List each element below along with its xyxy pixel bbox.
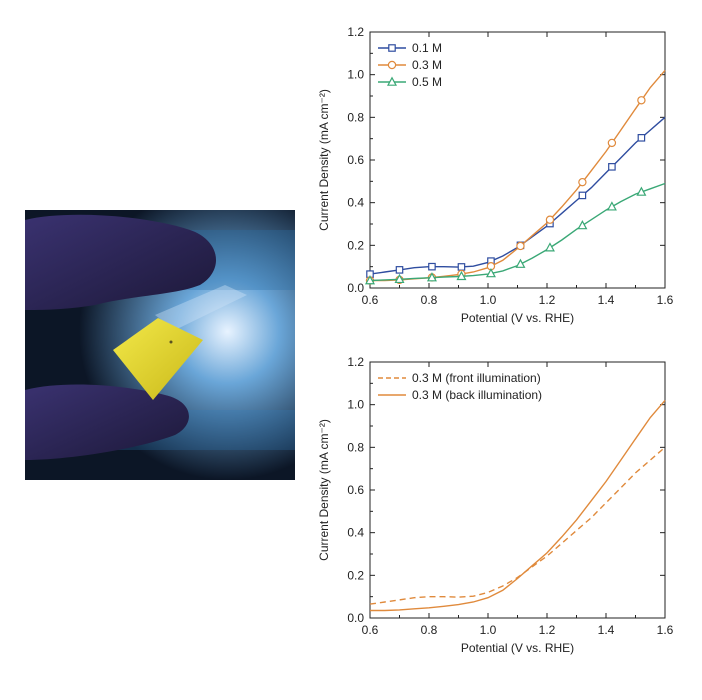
chart0-series-marker-0 bbox=[637, 134, 646, 142]
chart0-y-tick-label: 0.2 bbox=[347, 238, 364, 252]
chart1-series-0 bbox=[369, 446, 666, 605]
chart0-legend-label: 0.3 M bbox=[412, 58, 442, 72]
chart1-series-line-0 bbox=[369, 446, 666, 605]
chart-illumination: 0.6 0.8 1.0 1.2 1.4 1.6 0.0 0.2 0.4 0.6 0.8 1.0 1.2 P… bbox=[300, 340, 700, 680]
chart0-series-marker-1 bbox=[578, 177, 587, 187]
chart0-y-tick-label: 0.6 bbox=[347, 153, 364, 167]
chart0-series-marker-2 bbox=[636, 186, 647, 196]
chart1-y-tick-label: 0.0 bbox=[347, 611, 364, 625]
chart1-y-tick-label: 0.8 bbox=[347, 440, 364, 454]
film-speck bbox=[169, 340, 173, 344]
yellow-film-sample-icon bbox=[113, 318, 203, 400]
chart0-x-tick-label: 0.6 bbox=[362, 293, 379, 307]
chart1-x-axis-label: Potential (V vs. RHE) bbox=[461, 641, 574, 655]
chart0-series-marker-2 bbox=[544, 242, 555, 252]
glass-edge bbox=[155, 285, 247, 330]
chart0-y-tick-label: 1.2 bbox=[347, 25, 364, 39]
chart0-x-tick-label: 0.8 bbox=[421, 293, 438, 307]
chart0-series-2 bbox=[364, 182, 666, 285]
chart0-series-marker-2 bbox=[577, 220, 588, 230]
chart0-x-axis-label: Potential (V vs. RHE) bbox=[461, 311, 574, 325]
chart1-x-tick-label: 0.6 bbox=[362, 623, 379, 637]
chart0-x-tick-label: 1.2 bbox=[539, 293, 556, 307]
chart0-legend-marker bbox=[386, 76, 398, 86]
glove-upper-finger bbox=[25, 214, 217, 310]
chart-concentration: 0.6 0.8 1.0 1.2 1.4 1.6 0.0 0.2 0.4 0.6 0.8 1.0 1.2 P… bbox=[300, 10, 700, 350]
chart1-y-tick-label: 1.0 bbox=[347, 398, 364, 412]
chart1-x-tick-label: 1.6 bbox=[657, 623, 674, 637]
chart0-y-tick-label: 1.0 bbox=[347, 68, 364, 82]
chart0-series-marker-0 bbox=[457, 263, 466, 271]
chart0-series-marker-1 bbox=[516, 241, 525, 251]
chart0-series-marker-2 bbox=[485, 268, 496, 278]
chart1-y-tick-label: 0.6 bbox=[347, 483, 364, 497]
chart1-x-tick-label: 0.8 bbox=[421, 623, 438, 637]
chart1-y-axis-label: Current Density (mA cm⁻²) bbox=[317, 419, 331, 561]
chart0-series-marker-2 bbox=[606, 201, 617, 211]
chart0-y-tick-label: 0.8 bbox=[347, 110, 364, 124]
chart0-series-line-1 bbox=[370, 69, 666, 282]
chart1-legend-label: 0.3 M (front illumination) bbox=[412, 371, 541, 385]
chart0-series-marker-0 bbox=[608, 163, 616, 171]
chart1-series-line-1 bbox=[370, 399, 666, 612]
chart1-y-tick-label: 0.2 bbox=[347, 568, 364, 582]
chart0-series-marker-1 bbox=[637, 96, 646, 105]
glove-lower-finger bbox=[25, 384, 189, 460]
chart0-series-marker-2 bbox=[456, 270, 467, 281]
chart0-series-marker-0 bbox=[428, 262, 436, 271]
chart0-x-tick-label: 1.6 bbox=[657, 293, 674, 307]
chart1-series-1 bbox=[370, 399, 666, 612]
chart0-legend: 0.1 M 0.3 M 0.5 M bbox=[378, 41, 442, 89]
chart1-y-tick-label: 0.4 bbox=[347, 526, 364, 540]
chart0-series-marker-2 bbox=[426, 272, 437, 282]
chart0-legend-marker bbox=[388, 44, 396, 52]
chart0-series-marker-0 bbox=[395, 266, 404, 274]
chart0-series-marker-2 bbox=[394, 273, 405, 284]
chart1-x-tick-label: 1.2 bbox=[539, 623, 556, 637]
sample-photo bbox=[25, 210, 295, 480]
chart0-legend-label: 0.1 M bbox=[412, 41, 442, 55]
chart0-series-marker-1 bbox=[607, 138, 617, 148]
chart1-legend: 0.3 M (front illumination) 0.3 M (back il… bbox=[378, 371, 542, 402]
chart0-series-marker-2 bbox=[364, 275, 376, 285]
chart0-series-marker-2 bbox=[515, 258, 526, 268]
chart0-legend-marker bbox=[387, 60, 397, 70]
chart0-y-axis-label: Current Density (mA cm⁻²) bbox=[317, 89, 331, 231]
chart0-y-tick-label: 0.4 bbox=[347, 196, 364, 210]
chart0-series-marker-1 bbox=[545, 215, 555, 224]
chart0-x-tick-label: 1.0 bbox=[480, 293, 497, 307]
chart-concentration-svg: 0.6 0.8 1.0 1.2 1.4 1.6 0.0 0.2 0.4 0.6 0.8 1.0 1.2 P… bbox=[317, 25, 674, 325]
chart-illumination-svg: 0.6 0.8 1.0 1.2 1.4 1.6 0.0 0.2 0.4 0.6 0.8 1.0 1.2 P… bbox=[317, 355, 674, 655]
chart0-series-marker-0 bbox=[578, 191, 587, 200]
chart0-series-0 bbox=[366, 116, 666, 278]
chart1-y-tick-label: 1.2 bbox=[347, 355, 364, 369]
chart1-x-tick-label: 1.4 bbox=[598, 623, 615, 637]
chart0-legend-label: 0.5 M bbox=[412, 75, 442, 89]
chart0-series-1 bbox=[365, 69, 666, 285]
sample-photo-graphic bbox=[25, 210, 295, 480]
chart1-x-tick-label: 1.0 bbox=[480, 623, 497, 637]
chart0-y-tick-label: 0.0 bbox=[347, 281, 364, 295]
chart1-legend-label: 0.3 M (back illumination) bbox=[412, 388, 542, 402]
chart0-series-line-0 bbox=[369, 116, 666, 275]
chart0-x-tick-label: 1.4 bbox=[598, 293, 615, 307]
